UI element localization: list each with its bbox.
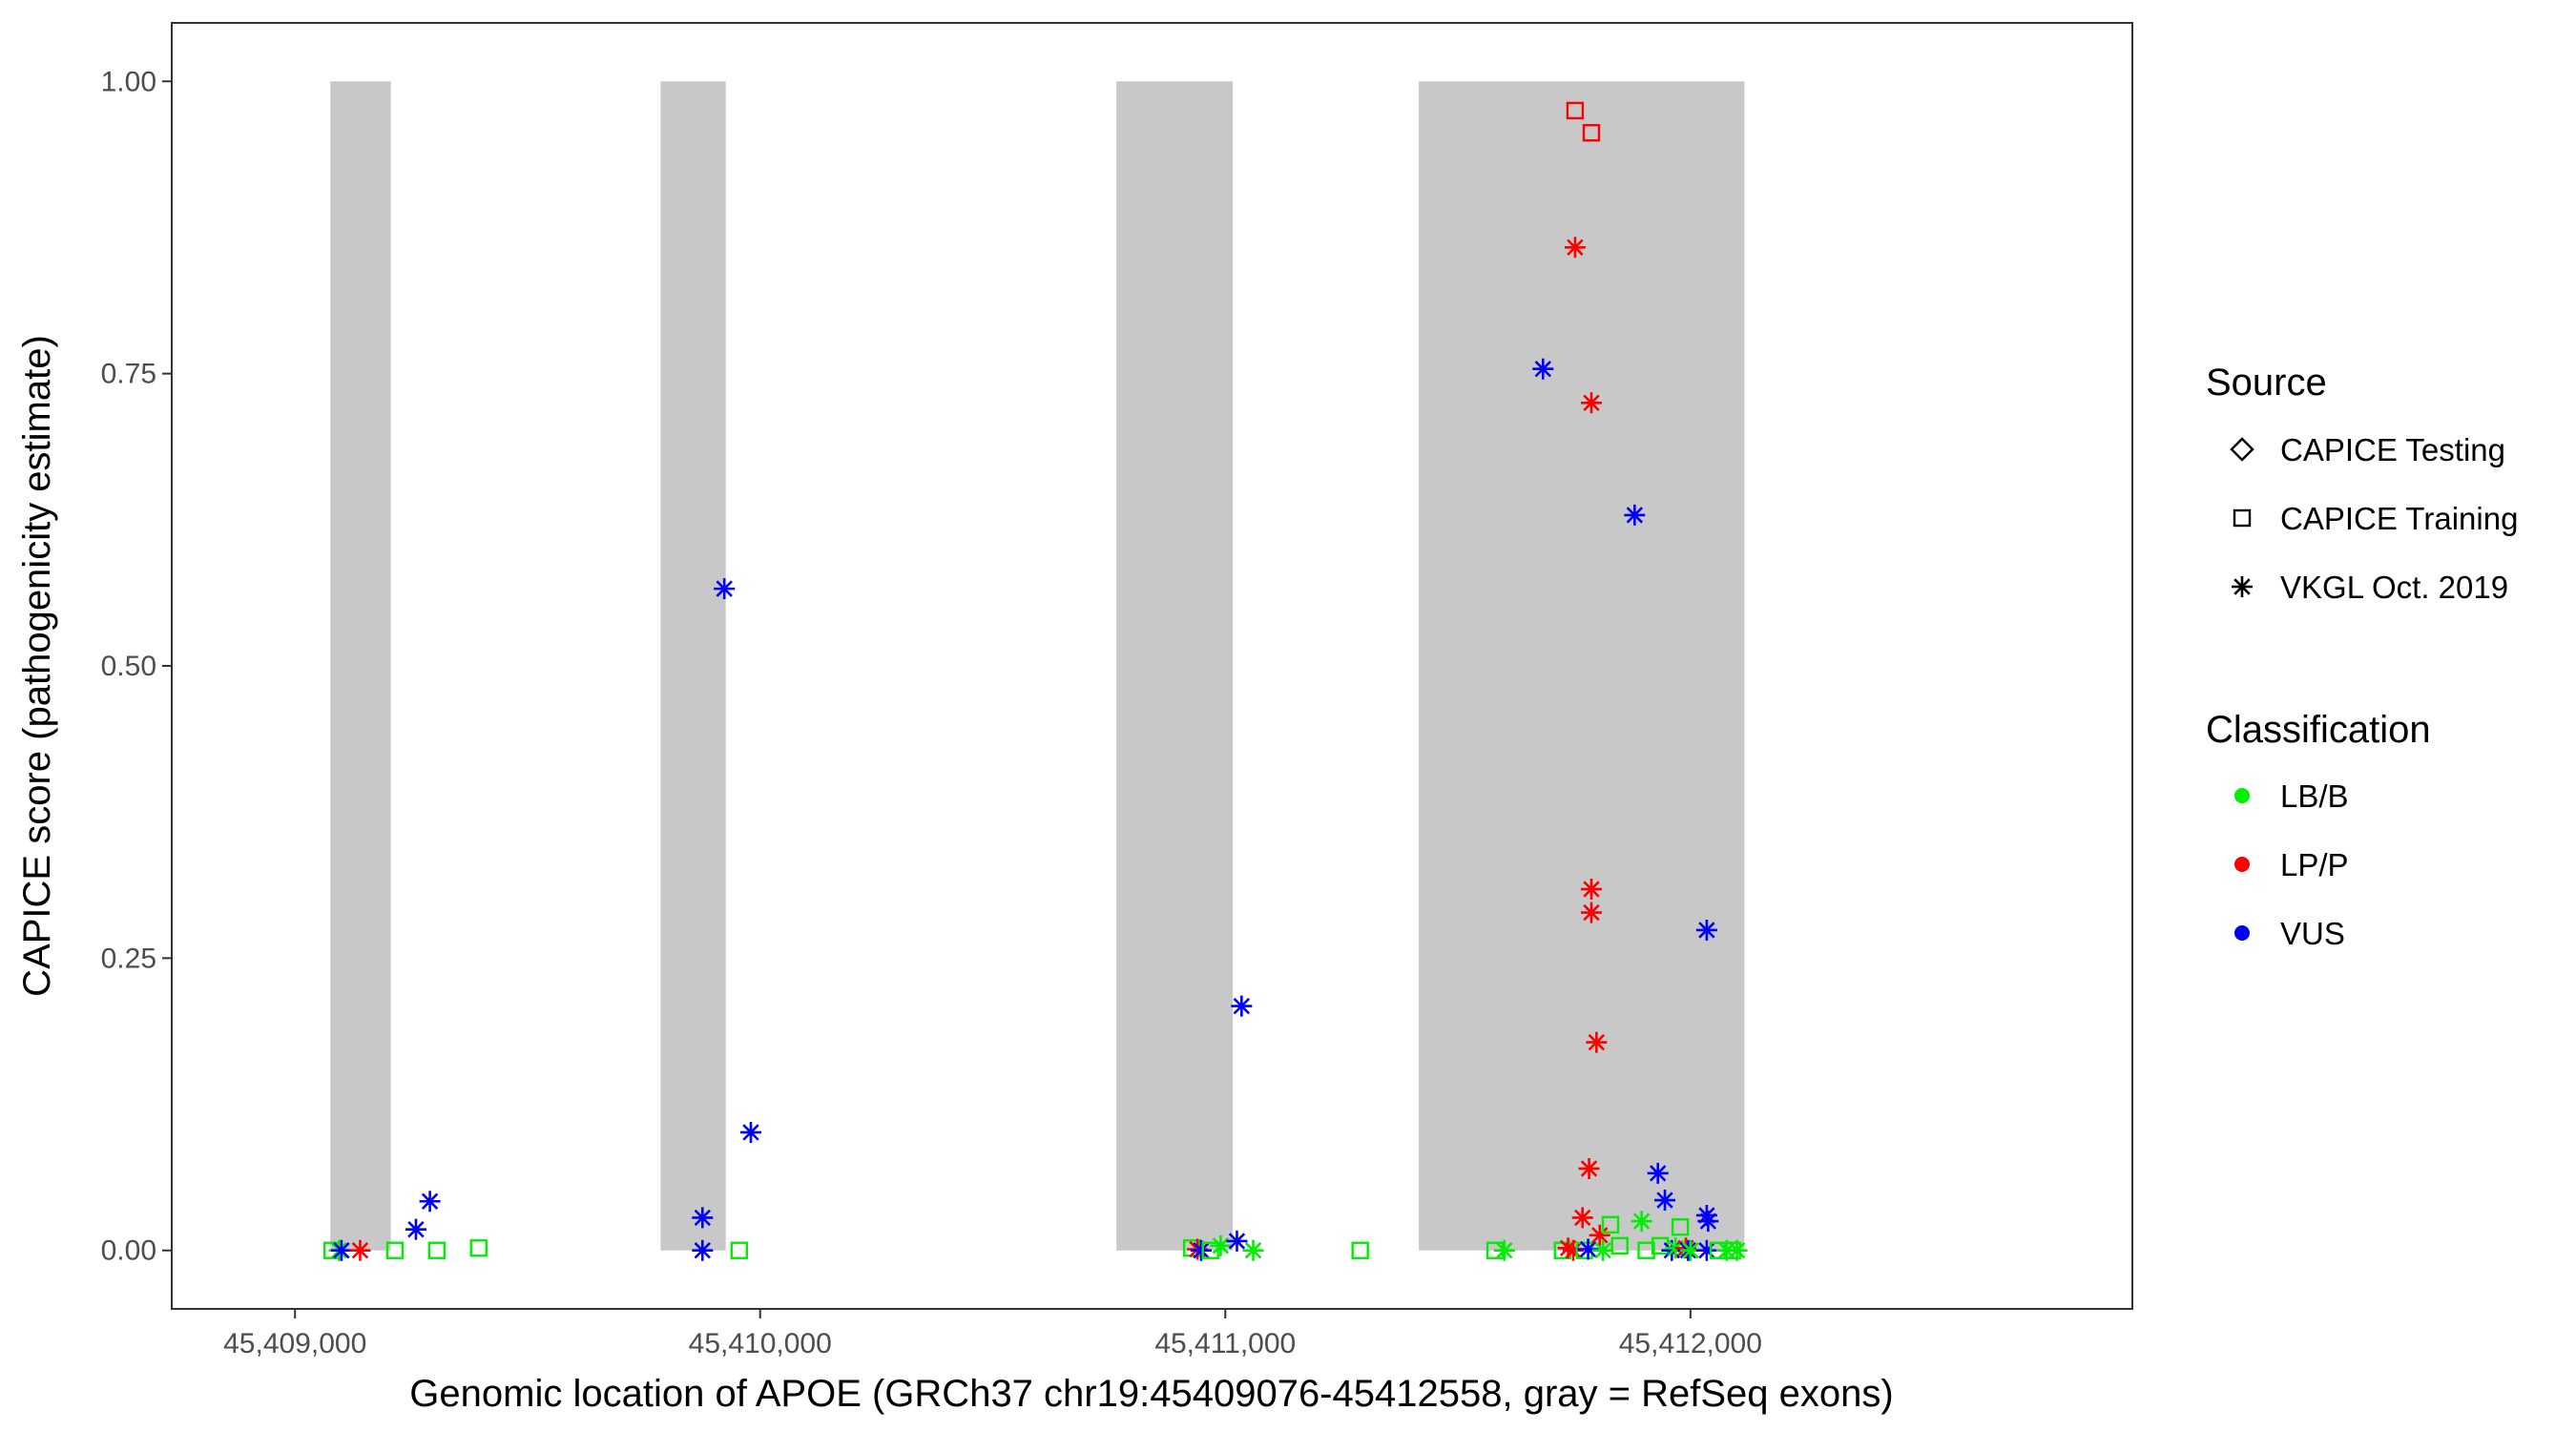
data-point-45 <box>1624 504 1646 526</box>
data-point-28 <box>1557 1237 1579 1259</box>
x-axis-title: Genomic location of APOE (GRCh37 chr19:4… <box>409 1373 1893 1415</box>
x-tick-label: 45,409,000 <box>223 1328 366 1359</box>
legend-source-label: CAPICE Testing <box>2280 432 2505 467</box>
data-point-25 <box>1493 1239 1515 1261</box>
legend-key-dot <box>2234 788 2250 803</box>
y-tick-label: 0.25 <box>101 943 156 974</box>
data-point-41 <box>1589 1224 1610 1246</box>
data-point-23 <box>1351 1241 1369 1259</box>
y-axis-title: CAPICE score (pathogenicity estimate) <box>16 335 58 997</box>
data-point-35 <box>1578 1157 1600 1179</box>
data-point-60 <box>1695 1239 1717 1261</box>
data-point-13 <box>730 1241 749 1259</box>
data-point-14 <box>739 1121 761 1143</box>
legend-key-diamond <box>2230 437 2254 462</box>
data-point-20 <box>1226 1230 1248 1252</box>
data-point-58 <box>1695 1204 1717 1226</box>
data-point-30 <box>1566 101 1585 120</box>
data-point-37 <box>1580 392 1602 414</box>
data-point-31 <box>1564 237 1586 259</box>
data-point-19 <box>1210 1234 1232 1256</box>
y-tick-label: 1.00 <box>101 66 156 97</box>
data-point-22 <box>1242 1239 1264 1261</box>
data-point-47 <box>1637 1241 1655 1259</box>
data-point-57 <box>1695 919 1717 941</box>
data-point-42 <box>1592 1239 1614 1261</box>
x-tick-label: 45,411,000 <box>1154 1328 1296 1359</box>
data-point-7 <box>419 1191 441 1213</box>
y-tick-label: 0.50 <box>101 651 156 682</box>
x-tick-label: 45,410,000 <box>689 1328 832 1359</box>
legend-key-dot <box>2234 857 2250 872</box>
data-point-6 <box>405 1218 426 1240</box>
data-point-8 <box>427 1241 447 1259</box>
data-point-12 <box>714 578 736 600</box>
legend: Source Classification CAPICE Testing CAPI… <box>2206 362 2518 951</box>
data-point-18 <box>1201 1241 1219 1259</box>
legend-source-label: CAPICE Training <box>2280 501 2518 536</box>
data-point-46 <box>1631 1211 1652 1233</box>
x-tick-label: 45,412,000 <box>1619 1328 1762 1359</box>
data-point-44 <box>1610 1236 1629 1255</box>
legend-key-square <box>2233 508 2252 528</box>
data-point-11 <box>692 1239 714 1261</box>
legend-classification-title: Classification <box>2206 709 2431 751</box>
y-tick-label: 0.00 <box>101 1235 156 1267</box>
data-point-3 <box>330 1239 352 1261</box>
data-point-50 <box>1654 1190 1676 1212</box>
exon-band-1 <box>330 81 391 1251</box>
data-point-26 <box>1532 358 1554 380</box>
legend-classification-label: VUS <box>2280 916 2345 951</box>
data-point-4 <box>349 1239 371 1261</box>
data-point-43 <box>1601 1215 1620 1234</box>
legend-classification-label: LB/B <box>2280 778 2349 814</box>
legend-key-dot <box>2234 925 2250 941</box>
data-point-59 <box>1697 1211 1719 1233</box>
data-point-5 <box>385 1241 405 1259</box>
data-point-48 <box>1647 1162 1669 1184</box>
exon-band-3 <box>1116 81 1234 1251</box>
data-point-34 <box>1577 1238 1599 1260</box>
legend-source-label: VKGL Oct. 2019 <box>2280 570 2508 605</box>
data-point-29 <box>1562 1239 1584 1261</box>
legend-classification-label: LP/P <box>2280 847 2349 882</box>
data-point-32 <box>1571 1207 1593 1229</box>
data-point-38 <box>1580 879 1602 901</box>
data-point-40 <box>1586 1031 1608 1053</box>
data-point-64 <box>1726 1239 1748 1261</box>
exon-band-2 <box>660 81 726 1251</box>
legend-source-title: Source <box>2206 362 2327 404</box>
exon-bands <box>330 81 1745 1251</box>
legend-key-asterisk <box>2232 576 2253 597</box>
exon-band-4 <box>1419 81 1745 1251</box>
data-points <box>323 101 1748 1261</box>
x-axis-ticks: 45,409,000 45,410,000 45,411,000 45,412,000 <box>223 1309 1762 1359</box>
data-point-10 <box>692 1207 714 1229</box>
y-axis-ticks: 0.00 0.25 0.50 0.75 1.00 <box>101 66 172 1267</box>
y-tick-label: 0.75 <box>101 359 156 390</box>
data-point-53 <box>1671 1218 1690 1236</box>
data-point-9 <box>469 1239 488 1257</box>
data-point-21 <box>1231 995 1253 1017</box>
data-point-36 <box>1582 123 1601 142</box>
data-point-17 <box>1190 1239 1212 1261</box>
data-point-56 <box>1679 1239 1701 1261</box>
data-point-39 <box>1580 902 1602 923</box>
